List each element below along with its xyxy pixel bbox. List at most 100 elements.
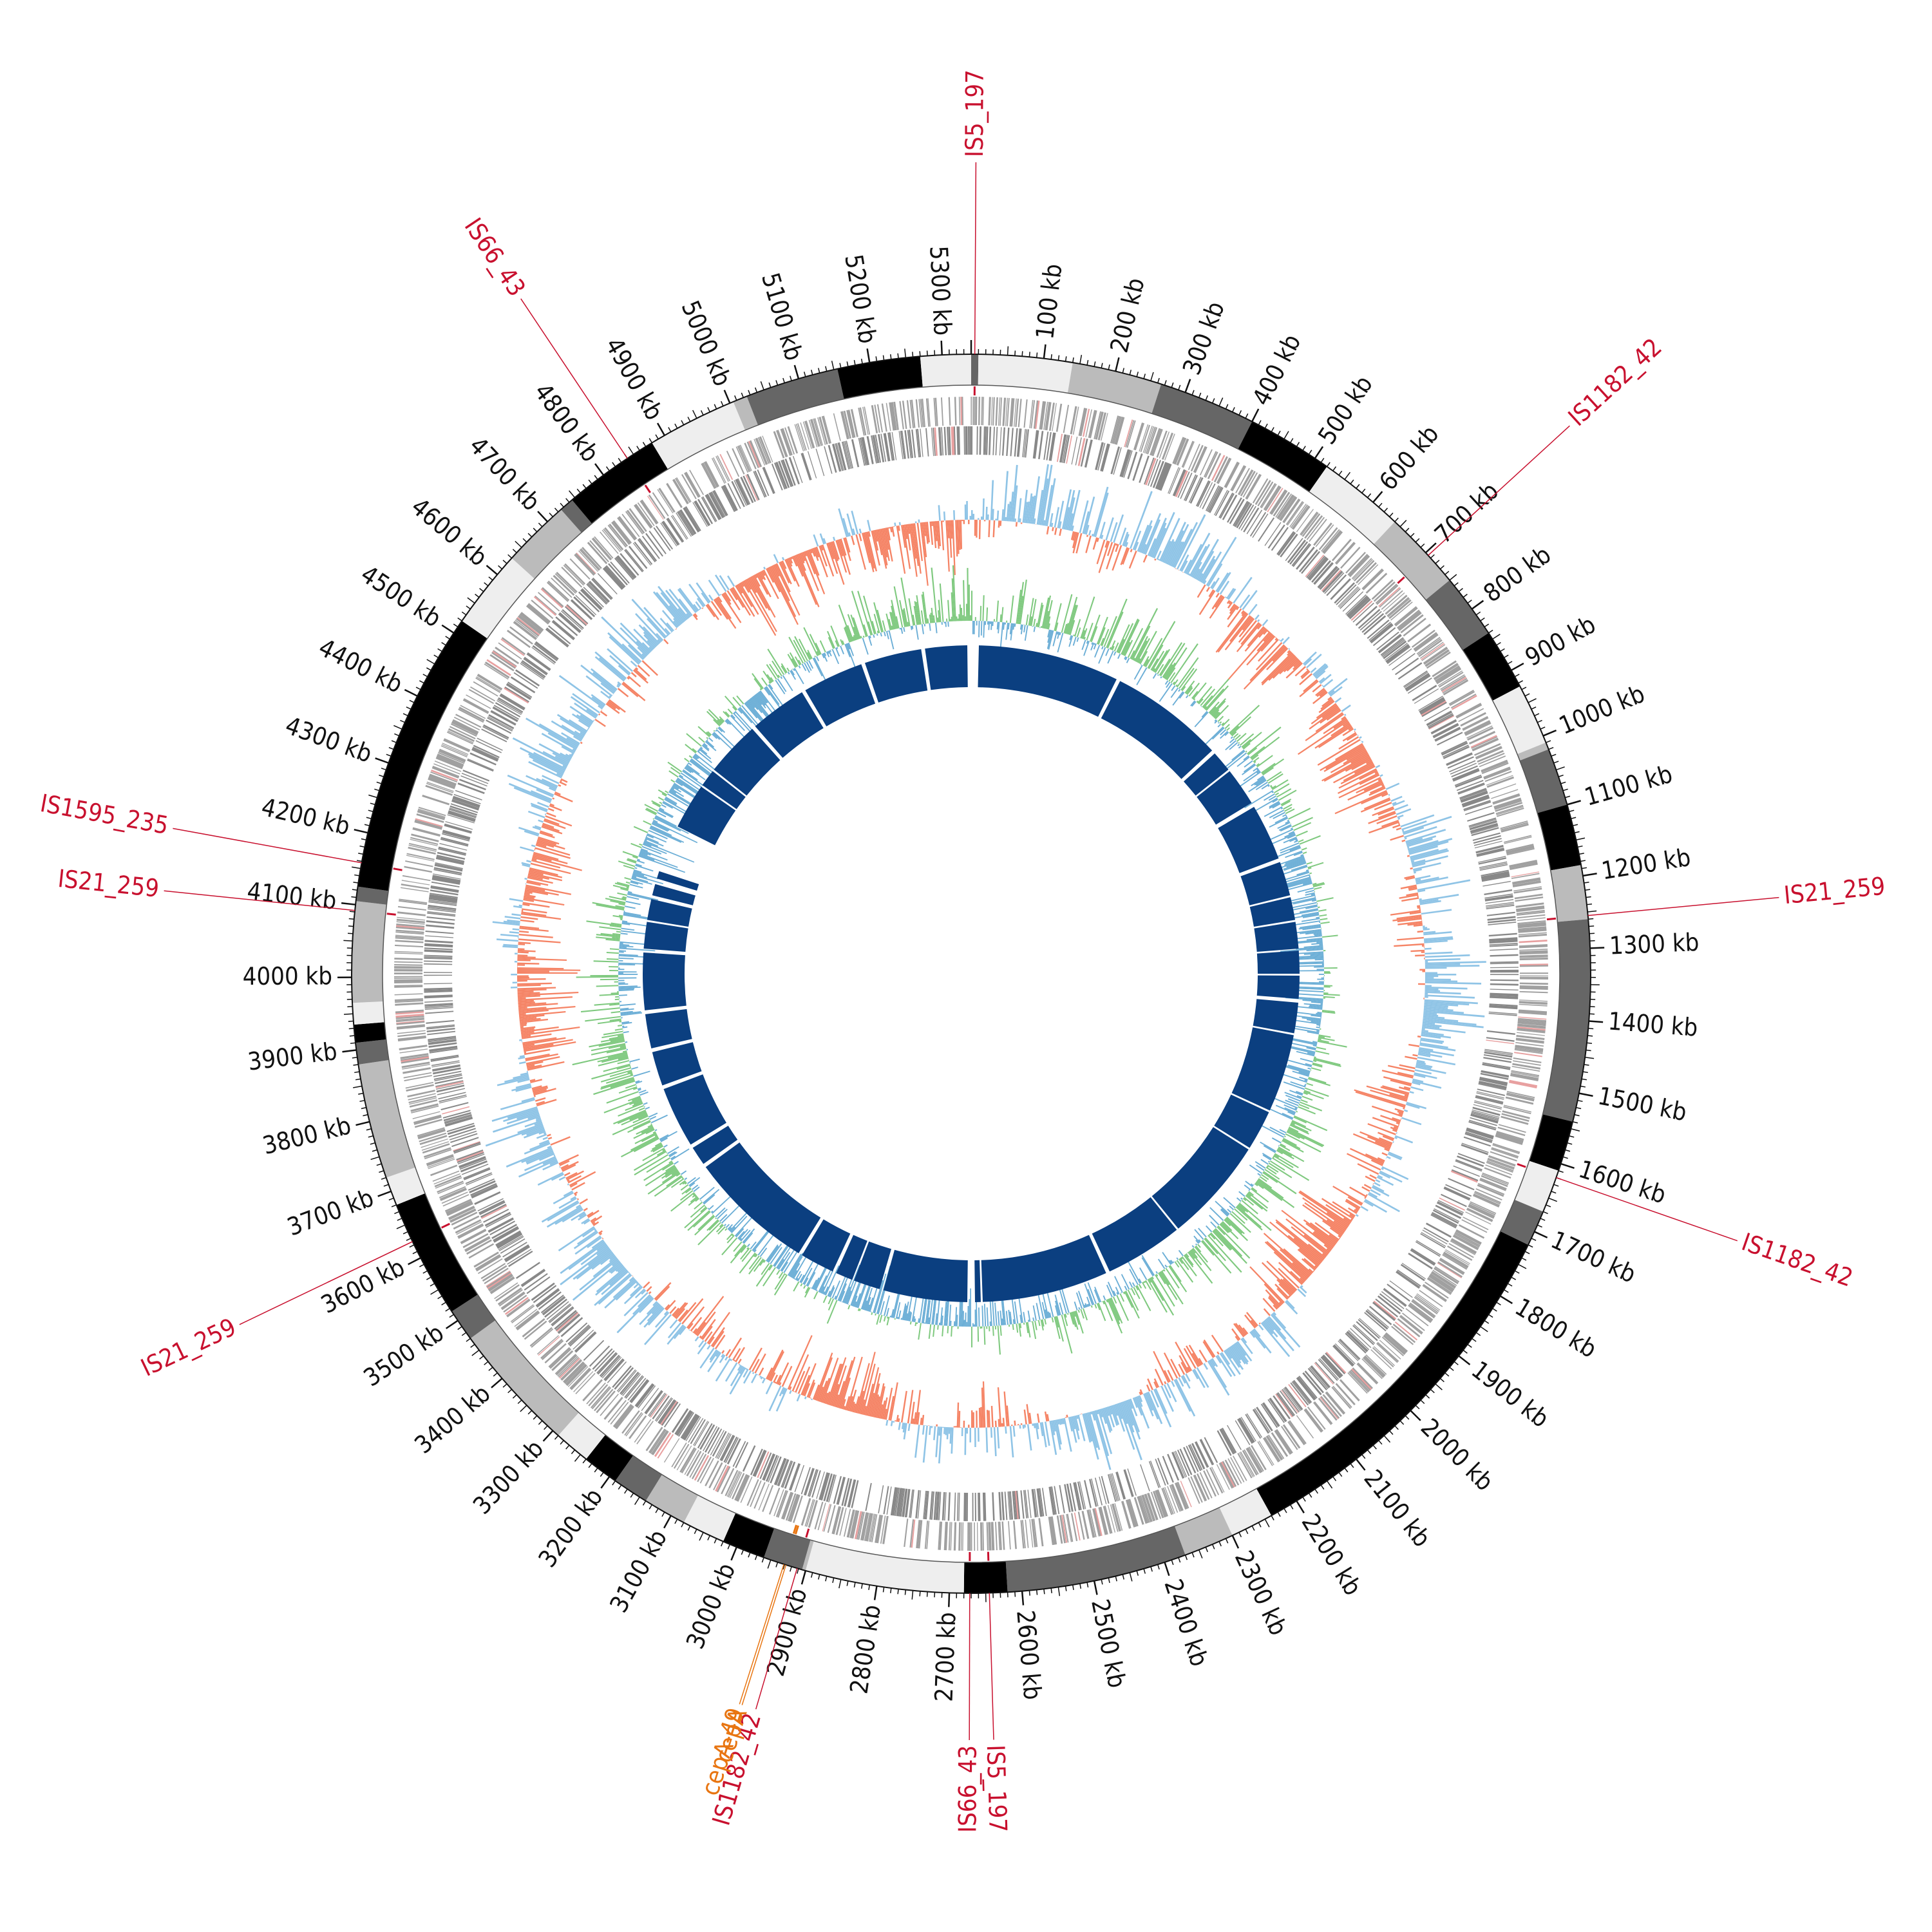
gene-feature bbox=[1465, 1131, 1493, 1142]
gc-skew-bar bbox=[600, 1077, 634, 1088]
gc-content-bar bbox=[763, 566, 766, 570]
gc-skew-bar bbox=[1290, 1123, 1309, 1133]
gc-content-bar bbox=[1363, 1184, 1372, 1189]
gc-content-bar bbox=[1420, 1039, 1443, 1045]
gene-feature bbox=[1425, 649, 1450, 667]
gc-skew-bar bbox=[1032, 1317, 1035, 1321]
gc-skew-bar bbox=[1018, 1323, 1022, 1337]
gc-content-bar bbox=[519, 925, 540, 930]
gc-skew-bar bbox=[1004, 622, 1007, 625]
gc-content-bar bbox=[1372, 1117, 1399, 1128]
gc-skew-bar bbox=[620, 917, 623, 920]
gc-skew-bar bbox=[1238, 1204, 1249, 1213]
gene-feature bbox=[1171, 1452, 1185, 1479]
gc-content-bar bbox=[1178, 1363, 1186, 1375]
gc-content-bar bbox=[1356, 779, 1383, 794]
gc-skew-bar bbox=[790, 1256, 803, 1277]
gc-content-bar bbox=[969, 1428, 971, 1443]
gc-skew-bar bbox=[642, 1148, 665, 1162]
gene-feature bbox=[1150, 1461, 1161, 1488]
gene-feature bbox=[1476, 1092, 1504, 1100]
gc-content-bar bbox=[649, 647, 653, 651]
gc-content-bar bbox=[526, 1061, 544, 1066]
gc-skew-bar bbox=[1155, 1274, 1175, 1307]
gc-skew-bar bbox=[1089, 614, 1101, 642]
gene-feature bbox=[1377, 1341, 1399, 1362]
gene-feature bbox=[1494, 799, 1522, 810]
gc-skew-bar bbox=[807, 650, 813, 659]
gc-skew-bar bbox=[1307, 1052, 1315, 1056]
gene-feature bbox=[1415, 1241, 1441, 1257]
gc-skew-bar bbox=[1213, 711, 1219, 718]
gc-content-bar bbox=[894, 522, 896, 527]
gc-skew-bar bbox=[1300, 930, 1322, 934]
gc-content-bar bbox=[526, 884, 572, 895]
gc-skew-bar bbox=[1309, 872, 1312, 875]
gc-skew-bar bbox=[627, 858, 637, 862]
gc-content-bar bbox=[554, 755, 569, 764]
gc-content-bar bbox=[1380, 1086, 1409, 1096]
gc-skew-bar bbox=[807, 1272, 816, 1287]
gc-content-bar bbox=[844, 1396, 851, 1410]
gene-feature bbox=[1511, 873, 1540, 879]
gc-skew-bar bbox=[638, 1114, 649, 1120]
gene-feature bbox=[1161, 432, 1174, 460]
gc-skew-bar bbox=[828, 1285, 835, 1297]
gene-feature bbox=[1464, 805, 1493, 815]
gc-skew-bar bbox=[1122, 641, 1131, 656]
gc-content-bar bbox=[692, 614, 698, 620]
gc-content-bar bbox=[1286, 659, 1300, 672]
gc-content-bar bbox=[1263, 1233, 1312, 1276]
gc-content-bar bbox=[1300, 1285, 1303, 1288]
gc-skew-bar bbox=[1243, 763, 1256, 773]
gc-skew-bar bbox=[626, 887, 629, 889]
gc-content-bar bbox=[668, 589, 692, 618]
gc-skew-bar bbox=[1306, 1046, 1316, 1050]
gene-feature bbox=[1467, 811, 1495, 822]
gene-feature bbox=[1002, 397, 1007, 426]
gc-skew-bar bbox=[611, 922, 622, 925]
gc-content-bar bbox=[630, 672, 637, 677]
gc-skew-bar bbox=[973, 621, 975, 634]
gene-feature bbox=[1509, 861, 1538, 869]
gc-skew-bar bbox=[1140, 664, 1142, 666]
gc-skew-bar bbox=[1214, 720, 1218, 724]
gc-skew-bar bbox=[867, 636, 873, 646]
gene-feature bbox=[1351, 558, 1372, 580]
gc-skew-bar bbox=[1152, 673, 1157, 679]
gc-skew-bar bbox=[1296, 946, 1323, 950]
gc-skew-bar bbox=[622, 920, 628, 923]
gene-feature bbox=[1206, 486, 1221, 512]
gene-feature bbox=[1267, 524, 1285, 549]
gc-skew-bar bbox=[981, 1326, 983, 1329]
gene-feature bbox=[1077, 438, 1086, 466]
gene-feature bbox=[816, 1472, 825, 1499]
gc-content-bar bbox=[1226, 1348, 1240, 1368]
gc-skew-bar bbox=[618, 965, 620, 967]
gc-skew-bar bbox=[653, 819, 658, 823]
gc-content-bar bbox=[527, 876, 553, 884]
gc-skew-bar bbox=[1259, 1176, 1267, 1182]
gc-content-bar bbox=[536, 777, 558, 789]
gc-content-bar bbox=[1417, 906, 1421, 909]
gc-content-bar bbox=[1400, 1118, 1402, 1121]
gc-content-bar bbox=[1134, 542, 1139, 551]
gc-content-bar bbox=[521, 1031, 535, 1035]
gene-feature bbox=[1096, 442, 1104, 471]
gc-skew-bar bbox=[1209, 706, 1217, 715]
gc-skew-bar bbox=[1299, 908, 1318, 913]
gc-content-bar bbox=[561, 746, 575, 755]
gc-skew-bar bbox=[1266, 1166, 1269, 1168]
gc-content-bar bbox=[814, 547, 820, 558]
gc-content-bar bbox=[757, 1374, 759, 1376]
gene-feature bbox=[1269, 1398, 1286, 1423]
gc-skew-bar bbox=[665, 797, 677, 806]
gc-content-bar bbox=[596, 1245, 609, 1256]
gc-skew-bar bbox=[965, 616, 967, 621]
gc-content-bar bbox=[518, 826, 540, 835]
gc-content-bar bbox=[821, 1358, 839, 1403]
gc-content-bar bbox=[1414, 873, 1415, 875]
gc-content-bar bbox=[675, 1308, 686, 1320]
gene-feature bbox=[1091, 1478, 1099, 1507]
gene-feature bbox=[629, 1379, 649, 1403]
